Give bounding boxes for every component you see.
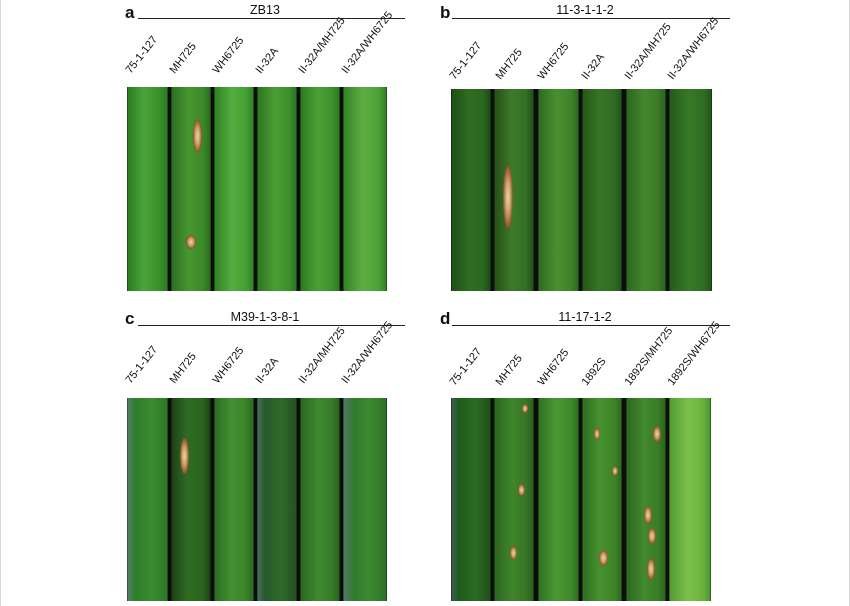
- lesion-spot: [644, 506, 652, 524]
- leaf-image: [214, 87, 254, 291]
- leaf-image: [538, 89, 579, 291]
- column-label: 75-1-127: [447, 345, 485, 388]
- leaf-image: [300, 87, 340, 291]
- leaf-image: [257, 87, 297, 291]
- leaf-image: [127, 87, 168, 291]
- column-label: II-32A/WH6725: [665, 15, 722, 83]
- lesion-spot: [186, 235, 196, 249]
- leaf-image: [300, 398, 340, 601]
- column-label: II-32A: [579, 51, 608, 82]
- lesion-spot: [180, 438, 189, 474]
- column-label: WH6725: [535, 346, 572, 388]
- column-label: 1892S/WH6725: [665, 319, 723, 388]
- column-label: II-32A: [253, 355, 282, 386]
- leaf-image: [582, 398, 622, 601]
- column-label: MH725: [167, 40, 199, 76]
- lesion-spot: [599, 550, 608, 566]
- column-label: 1892S: [579, 355, 609, 388]
- leaf-image: [626, 398, 666, 601]
- column-label: MH725: [167, 350, 199, 386]
- title-rule: [138, 325, 405, 327]
- column-label: MH725: [493, 352, 525, 388]
- lesion-spot: [510, 546, 517, 560]
- panel-letter: a: [125, 3, 135, 22]
- leaf-image: [626, 89, 666, 291]
- leaf-image: [494, 89, 534, 291]
- panel-letter: d: [440, 309, 451, 328]
- lesion-spot: [518, 484, 525, 496]
- lesion-spot: [503, 165, 513, 229]
- leaf-image: [538, 398, 579, 601]
- column-label: WH6725: [210, 34, 247, 76]
- panel-title: 11-3-1-1-2: [556, 3, 614, 17]
- lesion-spot: [648, 528, 656, 544]
- title-rule: [452, 325, 730, 327]
- panel-title: M39-1-3-8-1: [230, 310, 300, 324]
- lesion-spot: [594, 428, 600, 440]
- column-label: WH6725: [210, 344, 247, 386]
- column-label: WH6725: [535, 40, 572, 82]
- leaf-image: [343, 87, 387, 291]
- leaf-image: [214, 398, 254, 601]
- lesion-spot: [522, 404, 528, 413]
- leaf-image: [257, 398, 297, 601]
- column-label: 75-1-127: [123, 343, 161, 386]
- title-rule: [452, 18, 730, 20]
- column-label: MH725: [493, 46, 525, 82]
- leaf-image: [582, 89, 622, 291]
- leaf-image: [669, 398, 711, 601]
- leaf-image: [127, 398, 168, 601]
- lesion-spot: [653, 426, 661, 442]
- leaf-image: [343, 398, 387, 601]
- column-label: 75-1-127: [447, 39, 485, 82]
- panel-letter: c: [125, 309, 135, 328]
- column-label: II-32A: [253, 45, 282, 76]
- leaf-image: [451, 89, 491, 291]
- panel-title: 11-17-1-2: [558, 310, 612, 324]
- left-frame-line: [0, 0, 1, 606]
- leaf-image: [494, 398, 534, 601]
- leaf-image: [669, 89, 712, 291]
- column-label: II-32A/WH6725: [339, 319, 396, 386]
- lesion-spot: [612, 466, 618, 476]
- panel-letter: b: [440, 3, 451, 22]
- column-label: II-32A/WH6725: [339, 9, 396, 77]
- lesion-spot: [193, 119, 202, 153]
- panel-title: ZB13: [250, 3, 280, 17]
- lesion-spot: [647, 558, 655, 580]
- column-label: 75-1-127: [123, 33, 161, 76]
- leaf-image: [451, 398, 491, 601]
- leaf-image: [171, 398, 211, 601]
- title-rule: [138, 18, 405, 20]
- leaf-image: [171, 87, 211, 291]
